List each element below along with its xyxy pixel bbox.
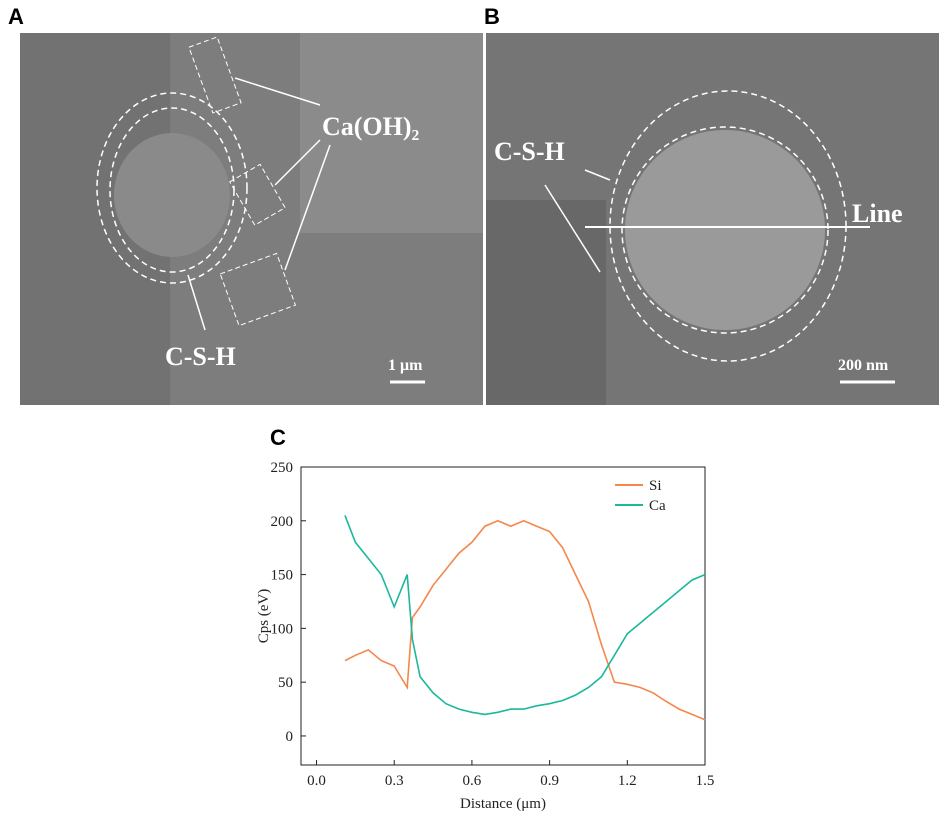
sem-image-a: Ca(OH)₂ C-S-H 1 μm	[20, 33, 483, 405]
scale-bar-label: 1 μm	[388, 357, 423, 374]
annotation: Ca(OH)₂	[322, 112, 420, 141]
panel-label: A	[8, 4, 24, 29]
x-axis-label: Distance (μm)	[460, 796, 546, 812]
annotation: Line	[852, 199, 903, 228]
y-axis-label: Cps (eV)	[256, 589, 272, 644]
scale-bar-label: 200 nm	[838, 357, 889, 374]
x-tick-label: 0.3	[385, 773, 404, 789]
y-tick-label: 150	[271, 568, 294, 584]
annotation: C-S-H	[165, 342, 236, 371]
x-tick-label: 1.5	[696, 773, 715, 789]
legend-label: Si	[649, 478, 662, 494]
y-tick-label: 0	[286, 729, 294, 745]
x-tick-label: 0.6	[463, 773, 482, 789]
annotation: C-S-H	[494, 137, 565, 166]
panel-label: B	[484, 4, 500, 29]
sem-image-b: C-S-H Line 200 nm	[486, 33, 939, 405]
series-line	[344, 519, 706, 721]
panel-label: C	[270, 425, 286, 450]
y-tick-label: 250	[271, 460, 294, 476]
legend-label: Ca	[649, 498, 666, 514]
plot-frame	[300, 466, 706, 766]
x-tick-label: 0.9	[540, 773, 559, 789]
series-line	[344, 515, 706, 716]
y-tick-label: 50	[278, 675, 293, 691]
y-tick-label: 200	[271, 514, 294, 530]
x-tick-label: 0.0	[307, 773, 326, 789]
x-tick-label: 1.2	[618, 773, 637, 789]
y-tick-label: 100	[271, 621, 294, 637]
